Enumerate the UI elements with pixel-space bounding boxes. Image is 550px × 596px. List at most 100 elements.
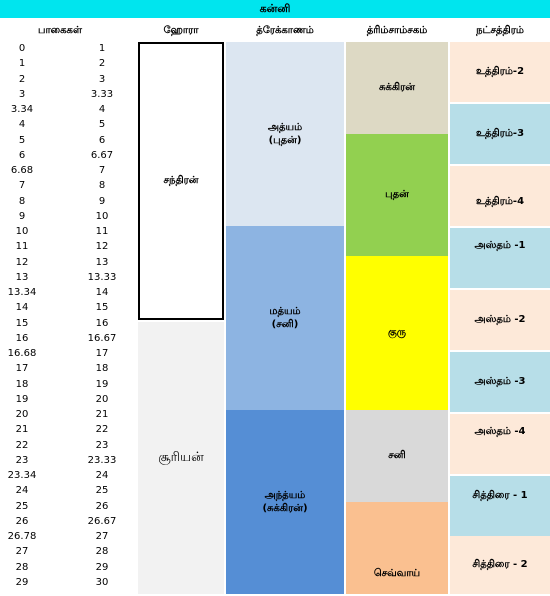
degree-end: 29 xyxy=(95,561,109,573)
sign-title: கன்னி xyxy=(0,0,550,18)
degree-end: 18 xyxy=(95,363,109,375)
degree-end: 26.67 xyxy=(87,515,117,527)
header-hora: ஹோரா xyxy=(163,25,199,36)
trimsamsam-cell-1: சுக்கிரன் xyxy=(346,42,448,134)
nakshatram-label: உத்திரம்-3 xyxy=(475,128,525,139)
degree-end: 27 xyxy=(95,531,109,542)
degree-end: 6.67 xyxy=(90,149,114,161)
degree-start: 27 xyxy=(15,546,29,558)
nakshatram-cell-9: சித்திரை - 2 xyxy=(450,536,550,594)
degree-end: 13.33 xyxy=(87,271,117,283)
nakshatram-label: அஸ்தம் -1 xyxy=(474,240,526,251)
nakshatram-cell-6: அஸ்தம் -3 xyxy=(450,352,550,412)
degree-start: 7 xyxy=(18,180,26,192)
hora-label: சூரியன் xyxy=(158,450,204,465)
degree-end: 13 xyxy=(95,256,109,268)
degree-end: 8 xyxy=(98,180,106,192)
degree-end: 23 xyxy=(95,439,109,451)
drekkanam-label: மத்யம் (சனி) xyxy=(269,306,301,330)
trimsamsam-label: சனி xyxy=(388,450,406,461)
degree-start: 29 xyxy=(15,576,29,588)
header-padhangal: பாகைகள் xyxy=(38,25,82,36)
degree-start: 23 xyxy=(15,454,29,466)
drekkanam-cell-1: அத்யம் (புதன்) xyxy=(226,42,344,226)
degree-start: 11 xyxy=(15,241,29,253)
degree-end: 10 xyxy=(95,210,109,222)
degree-end: 9 xyxy=(98,195,106,207)
degree-start: 20 xyxy=(15,409,29,420)
degree-start: 18 xyxy=(15,378,29,390)
degree-start: 16.68 xyxy=(7,348,37,359)
degree-end: 15 xyxy=(95,302,109,314)
trimsamsam-label: சுக்கிரன் xyxy=(379,82,415,93)
trimsamsam-cell-2: புதன் xyxy=(346,134,448,256)
hora-label: சந்திரன் xyxy=(163,175,199,186)
degree-end: 12 xyxy=(95,241,109,253)
nakshatram-label: சித்திரை - 2 xyxy=(472,559,528,570)
degree-end: 5 xyxy=(98,119,106,131)
degree-end: 6 xyxy=(98,134,106,146)
degree-start: 28 xyxy=(15,561,29,573)
nakshatram-label: சித்திரை - 1 xyxy=(472,490,528,501)
degree-start: 17 xyxy=(15,363,29,375)
trimsamsam-label: குரு xyxy=(387,327,407,338)
degree-start: 12 xyxy=(15,256,29,268)
degree-end: 1 xyxy=(98,43,106,54)
nakshatram-cell-5: அஸ்தம் -2 xyxy=(450,290,550,350)
degree-start: 14 xyxy=(15,302,29,314)
degree-end: 16 xyxy=(95,317,109,329)
degree-end: 3.33 xyxy=(90,88,114,100)
degree-start: 26.78 xyxy=(7,531,37,542)
drekkanam-cell-2: மத்யம் (சனி) xyxy=(226,226,344,410)
trimsamsam-cell-4: சனி xyxy=(346,410,448,502)
header-nakshatram: நட்சத்திரம் xyxy=(476,25,524,36)
degree-start: 1 xyxy=(18,58,26,70)
trimsamsam-label: செவ்வாய் xyxy=(373,568,421,579)
degree-end: 28 xyxy=(95,546,109,558)
degree-start: 23.34 xyxy=(7,470,37,481)
degree-end: 3 xyxy=(98,73,106,85)
degree-start: 3 xyxy=(18,88,26,100)
degree-end: 14 xyxy=(95,287,109,298)
degree-start: 15 xyxy=(15,317,29,329)
nakshatram-cell-4: அஸ்தம் -1 xyxy=(450,228,550,288)
degree-start: 2 xyxy=(18,73,26,85)
degree-start: 25 xyxy=(15,500,29,512)
drekkanam-label: அத்யம் (புதன்) xyxy=(267,122,303,146)
drekkanam-cell-3: அந்த்யம் (சுக்கிரன்) xyxy=(226,410,344,594)
degree-start: 21 xyxy=(15,424,29,436)
hora-cell-chandran: சந்திரன் xyxy=(138,42,224,320)
degree-end: 11 xyxy=(95,226,109,237)
degree-start: 26 xyxy=(15,515,29,527)
hora-cell-suriyan: சூரியன் xyxy=(138,322,224,594)
degree-start: 19 xyxy=(15,393,29,405)
nakshatram-label: உத்திரம்-4 xyxy=(475,196,525,207)
degree-start: 6 xyxy=(18,149,26,161)
degree-start: 22 xyxy=(15,439,29,451)
trimsamsam-label: புதன் xyxy=(385,189,409,200)
nakshatram-cell-8: சித்திரை - 1 xyxy=(450,476,550,536)
drekkanam-label: அந்த்யம் (சுக்கிரன்) xyxy=(262,490,308,514)
degree-end: 25 xyxy=(95,485,109,497)
nakshatram-label: உத்திரம்-2 xyxy=(475,66,525,77)
degree-start: 8 xyxy=(18,195,26,207)
degree-end: 19 xyxy=(95,378,109,390)
nakshatram-cell-1: உத்திரம்-2 xyxy=(450,42,550,102)
degree-start: 0 xyxy=(18,43,26,54)
degree-start: 13 xyxy=(15,271,29,283)
degree-end: 7 xyxy=(98,165,106,176)
degree-start: 6.68 xyxy=(10,165,34,176)
degree-end: 30 xyxy=(95,576,109,588)
degree-start: 5 xyxy=(18,134,26,146)
header-trimsamsam: த்ரிம்சாம்சகம் xyxy=(366,25,428,36)
degree-start: 10 xyxy=(15,226,29,237)
nakshatram-label: அஸ்தம் -2 xyxy=(474,314,526,325)
degree-start: 24 xyxy=(15,485,29,497)
degree-start: 13.34 xyxy=(7,287,37,298)
header-drekkanam: த்ரேக்காணம் xyxy=(256,25,314,36)
degree-end: 17 xyxy=(95,348,109,359)
nakshatram-label: அஸ்தம் -4 xyxy=(474,426,526,437)
degree-start: 4 xyxy=(18,119,26,131)
degree-end: 16.67 xyxy=(87,332,117,344)
nakshatram-label: அஸ்தம் -3 xyxy=(474,376,526,387)
